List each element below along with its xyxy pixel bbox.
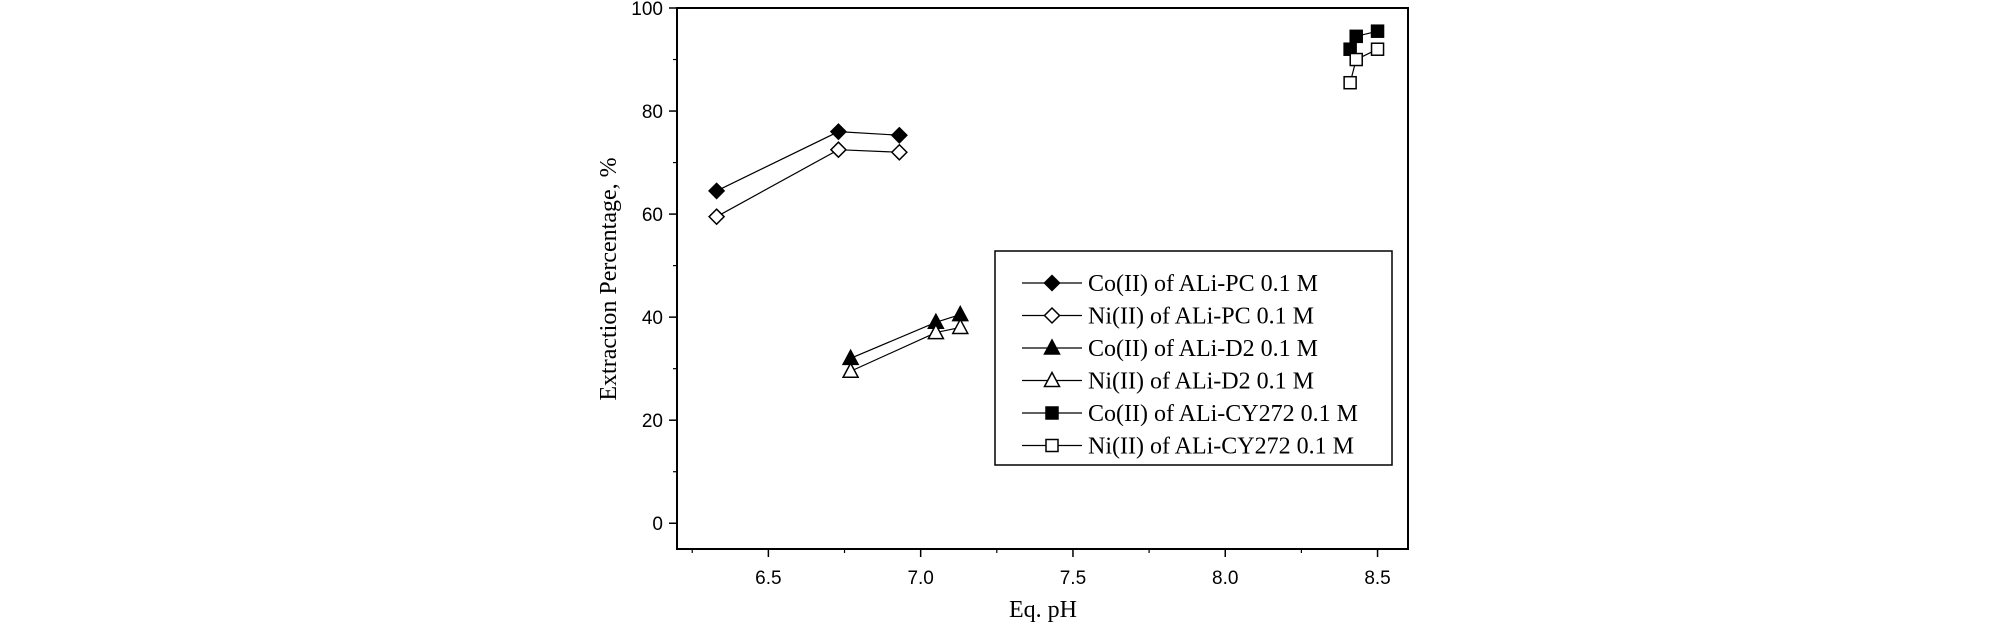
x-tick-label: 7.5 [1060,568,1086,589]
legend-box [994,250,1393,466]
legend-label: Co(II) of ALi-D2 0.1 M [1088,336,1318,362]
data-point [708,208,726,226]
x-tick-label: 8.0 [1212,568,1238,589]
series-line [850,313,961,359]
plot-frame [676,7,1409,550]
legend-marker [1045,438,1059,453]
data-point [1349,52,1363,67]
legend-label: Ni(II) of ALi-PC 0.1 M [1088,304,1314,330]
data-point [841,361,860,378]
data-point [829,141,847,159]
legend-marker [1045,406,1059,420]
legend-label: Ni(II) of ALi-D2 0.1 M [1088,369,1314,395]
legend-label: Co(II) of ALi-PC 0.1 M [1088,271,1318,297]
legend-label: Ni(II) of ALi-CY272 0.1 M [1088,434,1354,460]
data-point [951,317,970,335]
axis-ticks: 6.5 7.0 7.5 8.0 8.5 0 20 40 60 80 100 [631,0,1390,589]
x-tick-label: 8.5 [1364,568,1390,589]
legend-marker [1043,338,1061,355]
x-tick-label: 6.5 [755,568,781,589]
data-point [927,323,945,340]
data-point [708,182,726,200]
series-line [850,326,961,372]
series-markers [708,24,1385,378]
y-tick-label: 80 [642,102,663,123]
data-point [890,126,908,144]
series-line [716,131,900,192]
x-axis-title: Eq. pH [1009,597,1077,623]
x-tick-label: 7.0 [907,568,933,589]
legend-label: Co(II) of ALi-CY272 0.1 M [1088,401,1358,427]
data-point [829,123,847,141]
data-point [1343,75,1357,90]
legend-marker [1043,274,1061,292]
y-tick-label: 20 [642,411,663,432]
y-axis-title: Extraction Percentage, % [596,157,622,400]
data-point [890,143,908,161]
data-point [1370,24,1385,38]
data-point [1349,29,1363,44]
y-tick-label: 0 [652,514,663,535]
legend: Co(II) of ALi-PC 0.1 M Ni(II) of ALi-PC 0… [994,250,1393,466]
y-tick-label: 40 [642,308,663,329]
y-tick-label: 100 [631,0,663,20]
legend-marker [1043,370,1061,388]
series-line [716,149,900,218]
data-point [1370,42,1385,56]
legend-marker [1043,306,1061,325]
y-tick-label: 60 [642,205,663,226]
